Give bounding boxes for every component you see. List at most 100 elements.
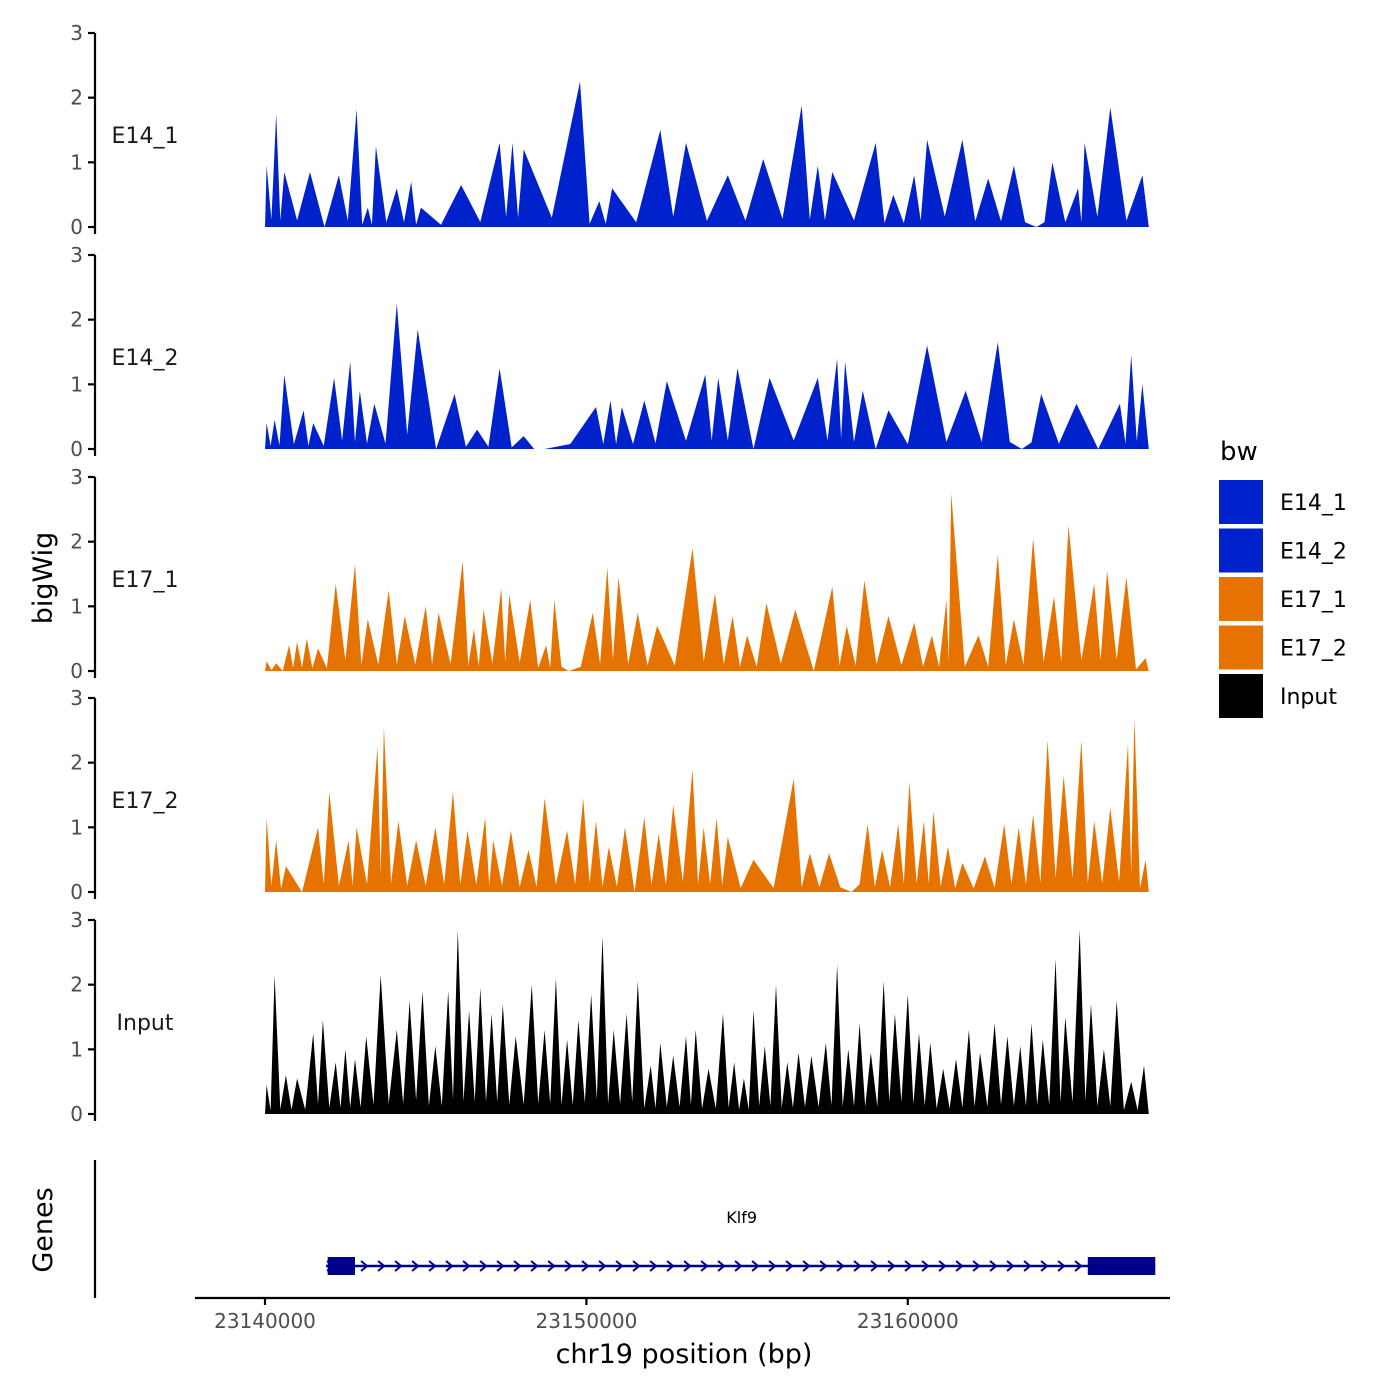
strand-arrow <box>904 1260 913 1272</box>
y-tick-label: 1 <box>70 815 83 839</box>
legend-swatch <box>1219 480 1263 524</box>
strand-arrow <box>513 1260 522 1272</box>
legend-label: E17_2 <box>1280 637 1347 662</box>
track-panel-e14_2: 0 1 2 3 E14_2 <box>70 243 1149 461</box>
y-tick-label: 2 <box>70 308 83 332</box>
strand-arrow <box>377 1260 386 1272</box>
legend-item: E14_1 <box>1219 480 1347 524</box>
y-tick-label: 3 <box>70 465 83 489</box>
legend-swatch <box>1219 625 1263 670</box>
legend: E14_1 E14_2 E17_1 E17_2 Input <box>1219 480 1347 718</box>
strand-arrow <box>734 1260 743 1272</box>
y-tick-label: 2 <box>70 530 83 554</box>
strand-arrow <box>462 1260 471 1272</box>
strand-arrow <box>836 1260 845 1272</box>
legend-item: Input <box>1219 674 1337 718</box>
y-tick-label: 3 <box>70 908 83 932</box>
legend-label: E14_1 <box>1280 491 1347 516</box>
signal-area-e14_1 <box>265 81 1149 227</box>
x-axis-title: chr19 position (bp) <box>556 1339 813 1370</box>
strand-arrow <box>564 1260 573 1272</box>
strand-arrow <box>955 1260 964 1272</box>
track-label: E14_1 <box>112 124 179 149</box>
track-panel-e17_2: 0 1 2 3 E17_2 <box>70 686 1149 904</box>
strand-arrow <box>700 1260 709 1272</box>
track-panel-input: 0 1 2 3 Input <box>70 908 1149 1126</box>
legend-label: E14_2 <box>1280 540 1347 565</box>
track-label: E14_2 <box>112 346 179 371</box>
strand-arrow <box>1023 1260 1032 1272</box>
y-tick-label: 2 <box>70 973 83 997</box>
x-axis: 23140000 23150000 23160000 <box>195 1296 1170 1333</box>
strand-arrow <box>360 1260 369 1272</box>
x-tick-label: 23150000 <box>536 1309 638 1333</box>
y-tick-label: 1 <box>70 372 83 396</box>
strand-arrow <box>683 1260 692 1272</box>
strand-arrow <box>870 1260 879 1272</box>
signal-area-input <box>265 929 1149 1114</box>
track-panel-e17_1: 0 1 2 3 E17_1 <box>70 465 1149 683</box>
y-tick-label: 0 <box>70 1102 83 1126</box>
strand-arrow <box>989 1260 998 1272</box>
legend-item: E17_1 <box>1219 577 1347 621</box>
strand-arrow <box>972 1260 981 1272</box>
track-label: E17_1 <box>112 568 179 593</box>
strand-arrow <box>1057 1260 1066 1272</box>
legend-title: bw <box>1220 437 1258 467</box>
y-tick-label: 0 <box>70 659 83 683</box>
strand-arrow <box>938 1260 947 1272</box>
strand-arrow <box>1006 1260 1015 1272</box>
legend-item: E17_2 <box>1219 625 1347 670</box>
strand-arrow <box>547 1260 556 1272</box>
strand-arrow <box>887 1260 896 1272</box>
signal-area-e17_1 <box>265 493 1149 671</box>
y-tick-label: 2 <box>70 86 83 110</box>
signal-area-e17_2 <box>265 717 1149 892</box>
gene-track: Klf9 <box>93 1160 1156 1298</box>
strand-arrow <box>581 1260 590 1272</box>
strand-arrow <box>717 1260 726 1272</box>
strand-arrow <box>802 1260 811 1272</box>
y-tick-label: 0 <box>70 437 83 461</box>
strand-arrow <box>598 1260 607 1272</box>
strand-arrow <box>632 1260 641 1272</box>
strand-arrow <box>819 1260 828 1272</box>
y-tick-label: 0 <box>70 880 83 904</box>
strand-arrow <box>921 1260 930 1272</box>
strand-arrow <box>768 1260 777 1272</box>
y-tick-label: 1 <box>70 594 83 618</box>
strand-arrow <box>751 1260 760 1272</box>
gene-label: Klf9 <box>726 1208 757 1227</box>
strand-arrow <box>666 1260 675 1272</box>
strand-arrow <box>615 1260 624 1272</box>
y-tick-label: 3 <box>70 243 83 267</box>
track-panel-e14_1: 0 1 2 3 E14_1 <box>70 21 1149 239</box>
strand-arrow <box>853 1260 862 1272</box>
strand-arrow <box>411 1260 420 1272</box>
legend-swatch <box>1219 577 1263 621</box>
track-label: Input <box>117 1011 174 1036</box>
x-tick-label: 23140000 <box>214 1309 316 1333</box>
strand-arrow <box>785 1260 794 1272</box>
gene-klf9: Klf9 <box>326 1208 1156 1275</box>
y-tick-label: 3 <box>70 21 83 45</box>
strand-arrow <box>445 1260 454 1272</box>
legend-item: E14_2 <box>1219 528 1347 573</box>
y-tick-label: 1 <box>70 150 83 174</box>
track-label: E17_2 <box>112 789 179 814</box>
y-tick-label: 0 <box>70 215 83 239</box>
strand-arrow <box>428 1260 437 1272</box>
strand-arrow <box>1040 1260 1049 1272</box>
legend-swatch <box>1219 528 1263 573</box>
y-axis-title: bigWig <box>28 532 59 625</box>
legend-swatch <box>1219 674 1263 718</box>
gene-exon <box>1087 1257 1156 1275</box>
strand-arrow <box>1074 1260 1083 1272</box>
gene-exon <box>327 1257 355 1275</box>
signal-area-e14_2 <box>265 303 1149 449</box>
y-tick-label: 3 <box>70 686 83 710</box>
strand-arrow <box>394 1260 403 1272</box>
x-tick-label: 23160000 <box>857 1309 959 1333</box>
strand-arrow <box>649 1260 658 1272</box>
